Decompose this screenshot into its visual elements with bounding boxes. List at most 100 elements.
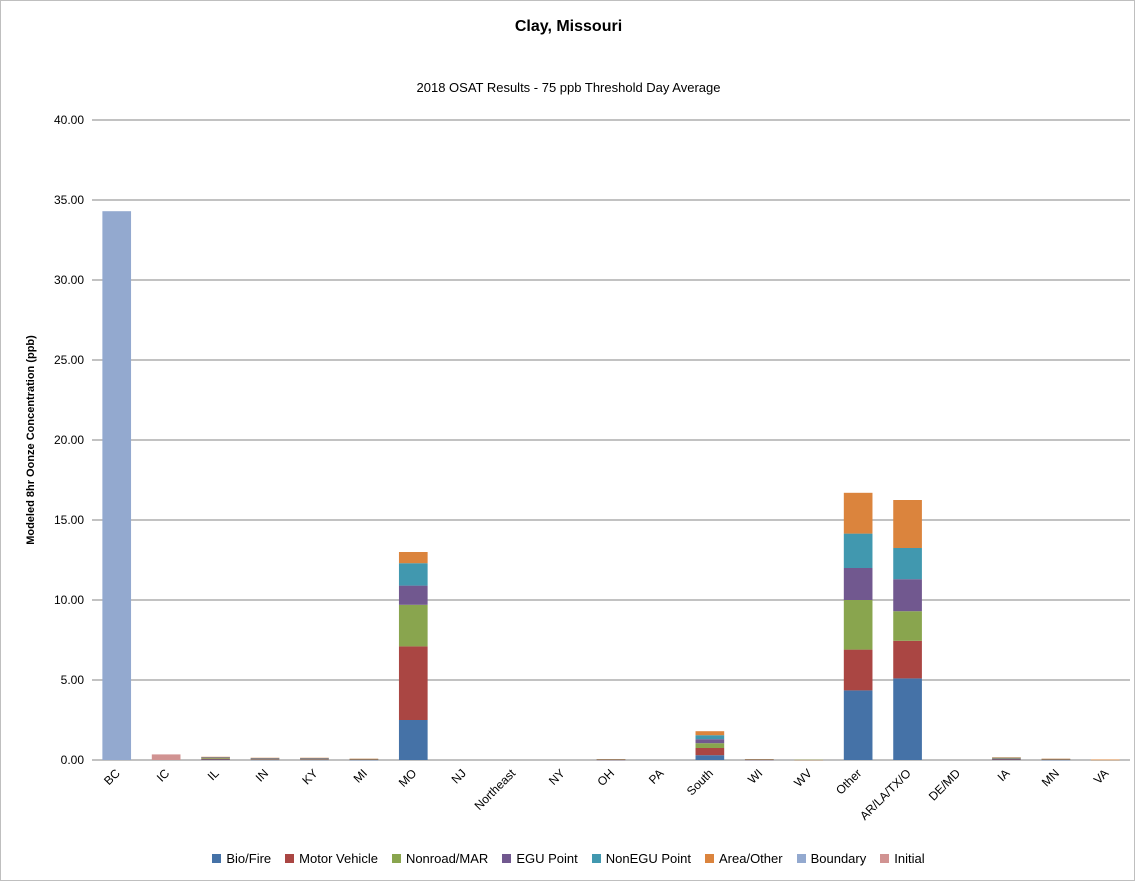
y-tick-labels: 0.00 5.00 10.00 15.00 20.00 25.00 30.00 35.00 40… xyxy=(54,113,84,767)
bar-segment xyxy=(843,492,873,534)
x-tick-label: NJ xyxy=(449,766,469,786)
bar-segment xyxy=(300,759,329,760)
bar-segment xyxy=(744,759,774,760)
legend-label: Area/Other xyxy=(719,851,783,866)
x-tick-label: KY xyxy=(299,766,320,787)
bar-segment xyxy=(843,649,873,691)
x-tick-label: OH xyxy=(594,766,617,789)
bar-segment xyxy=(893,500,922,548)
legend-label: Nonroad/MAR xyxy=(405,851,489,866)
x-tick-label: MI xyxy=(351,766,370,785)
bar-segment xyxy=(992,757,1021,758)
bar-segment xyxy=(398,720,428,760)
bar-segment xyxy=(893,548,922,580)
y-tick-label: 15.00 xyxy=(54,513,84,527)
bar-segment xyxy=(992,758,1021,759)
legend-swatch xyxy=(391,854,401,863)
y-tick-label: 10.00 xyxy=(54,593,84,607)
bar-segment xyxy=(102,211,132,760)
bar-segment xyxy=(893,579,922,612)
bar-segment xyxy=(398,552,428,564)
legend-item: EGU Point xyxy=(502,851,578,866)
bar-segment xyxy=(992,757,1021,759)
bar-segment xyxy=(398,585,428,605)
x-tick-label: VA xyxy=(1091,766,1112,787)
bar-segment xyxy=(300,758,329,759)
x-tick-label: IN xyxy=(253,766,271,784)
bar-segment xyxy=(300,757,329,759)
bar-segment xyxy=(201,757,230,758)
bar-segment xyxy=(250,758,280,759)
bar-segment xyxy=(1041,759,1071,761)
x-tick-label: Northeast xyxy=(472,766,519,813)
bar-segment xyxy=(250,757,280,759)
bar-segment xyxy=(794,759,824,761)
bar-segment xyxy=(893,640,922,679)
bar-segment xyxy=(695,731,725,736)
legend-label: Initial xyxy=(894,851,925,866)
bar-segment xyxy=(250,758,280,760)
legend: Bio/Fire Motor Vehicle Nonroad/MAR EGU Poin… xyxy=(0,851,1137,866)
bar-segment xyxy=(201,756,230,758)
bar-segment xyxy=(992,759,1021,761)
bar-segment xyxy=(695,743,725,748)
bar-segment xyxy=(349,759,379,761)
legend-label: Bio/Fire xyxy=(226,851,272,866)
legend-item: Initial xyxy=(880,851,925,866)
y-tick-label: 40.00 xyxy=(54,113,84,127)
bar-segment xyxy=(843,533,873,568)
legend-swatch xyxy=(880,854,890,863)
x-tick-label: Other xyxy=(833,766,864,797)
x-tick-label: WI xyxy=(745,766,765,786)
bar-segment xyxy=(151,754,181,760)
bar-segment xyxy=(893,611,922,641)
legend-item: Bio/Fire xyxy=(212,851,271,866)
legend-label: Boundary xyxy=(810,851,867,866)
bar-segment xyxy=(843,600,873,650)
chart-title: Clay, Missouri xyxy=(514,18,623,35)
bar-segment xyxy=(695,748,725,756)
y-tick-label: 20.00 xyxy=(54,433,84,447)
bar-segment xyxy=(201,757,230,759)
legend-label: Motor Vehicle xyxy=(299,851,378,866)
bar-segment xyxy=(843,690,873,760)
legend-item: Area/Other xyxy=(705,851,783,866)
bar-segment xyxy=(250,758,280,759)
bar-segment xyxy=(1090,759,1120,761)
legend-swatch xyxy=(591,854,601,863)
bar-segment xyxy=(398,563,428,586)
bar-segment xyxy=(201,757,230,758)
bar-segment xyxy=(398,604,428,647)
bar-segment xyxy=(695,735,725,740)
y-axis-label: Modeled 8hr Oonze Concentration (ppb) xyxy=(25,335,37,545)
bar-segment xyxy=(695,739,725,744)
y-tick-label: 30.00 xyxy=(54,273,84,287)
legend-swatch xyxy=(705,854,714,863)
bar-segment xyxy=(1041,758,1071,760)
bar-segment xyxy=(695,755,725,760)
legend-swatch xyxy=(502,854,512,863)
legend-item: NonEGU Point xyxy=(591,851,691,866)
x-tick-label: WV xyxy=(791,766,815,790)
bar-segment xyxy=(843,568,873,600)
bar-segment xyxy=(250,759,280,761)
legend-swatch xyxy=(285,854,295,863)
legend-label: NonEGU Point xyxy=(605,851,691,866)
legend-swatch xyxy=(796,854,806,863)
x-tick-label: IC xyxy=(154,766,173,785)
legend-swatch xyxy=(212,854,222,863)
bar-segment xyxy=(596,759,626,760)
bar-segment xyxy=(349,759,379,761)
bar-segment xyxy=(398,646,428,720)
legend-item: Motor Vehicle xyxy=(285,851,378,866)
x-tick-label: PA xyxy=(646,766,667,787)
bar-segment xyxy=(1041,759,1071,761)
bar-segment xyxy=(300,759,329,761)
x-tick-label: DE/MD xyxy=(926,766,963,803)
legend-label: EGU Point xyxy=(516,851,578,866)
y-tick-label: 0.00 xyxy=(61,753,85,767)
bar-segment xyxy=(300,758,329,759)
y-tick-label: 35.00 xyxy=(54,193,84,207)
x-tick-label: MO xyxy=(396,766,420,790)
